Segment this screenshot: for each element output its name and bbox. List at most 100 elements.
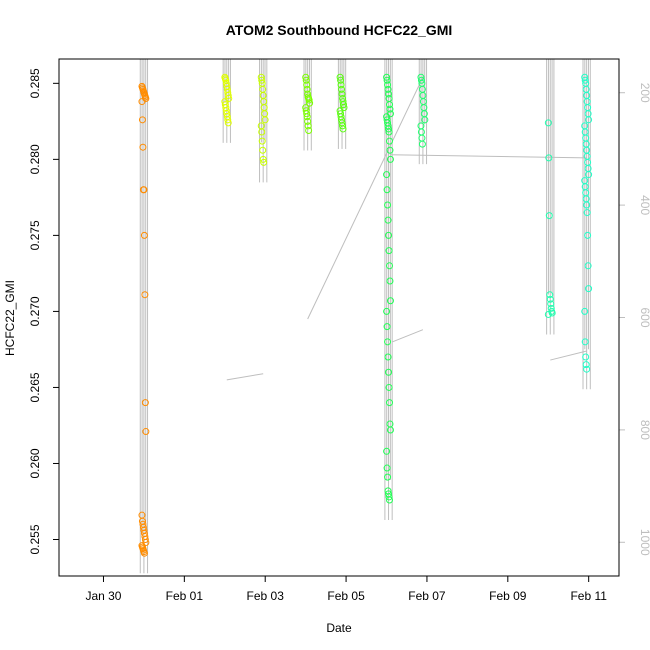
point-flight-1-14 <box>140 231 148 239</box>
x-tick-label-0: Jan 30 <box>85 589 121 603</box>
point-flight-8-2 <box>545 212 553 220</box>
point-flight-8-9 <box>544 310 552 318</box>
point-flight-9-22 <box>583 201 591 209</box>
x-axis-label: Date <box>326 621 352 635</box>
point-flight-6-4 <box>385 90 393 98</box>
point-flight-7-1 <box>417 76 425 84</box>
point-flight-4-14 <box>304 122 312 130</box>
point-flight-8-8 <box>548 309 556 317</box>
point-flight-6-36 <box>383 447 391 455</box>
point-flight-6-25 <box>386 277 394 285</box>
point-flight-6-21 <box>384 216 392 224</box>
point-flight-1-15 <box>141 291 149 299</box>
point-flight-6-16 <box>386 146 394 154</box>
point-flight-5-14 <box>339 122 347 130</box>
point-flight-6-13 <box>385 125 393 133</box>
point-flight-9-25 <box>584 262 592 270</box>
point-flight-9-8 <box>585 116 593 124</box>
point-flight-5-3 <box>338 85 346 93</box>
x-tick-label-6: Feb 11 <box>570 589 607 603</box>
x-tick-label-4: Feb 07 <box>408 589 446 603</box>
point-flight-2-7 <box>224 91 232 99</box>
y-tick-label-2: 0.265 <box>28 372 42 402</box>
point-flight-1-9 <box>138 98 146 106</box>
x-axis: Jan 30 Feb 01 Feb 03 Feb 05 Feb 07 Feb 09 Feb … <box>85 576 607 603</box>
point-flight-8-1 <box>545 154 553 162</box>
profile-link-2 <box>390 154 587 159</box>
x-tick-label-5: Feb 09 <box>489 589 527 603</box>
point-flight-6-2 <box>384 81 392 89</box>
y-tick-label-3: 0.270 <box>28 296 42 326</box>
y2-tick-label-1: 400 <box>638 195 650 215</box>
point-flight-6-29 <box>384 338 392 346</box>
point-flight-4-13 <box>304 117 312 125</box>
y-tick-label-4: 0.275 <box>28 220 42 250</box>
point-flight-6-30 <box>384 353 392 361</box>
point-flight-1-32 <box>140 549 148 557</box>
point-flight-6-32 <box>385 383 393 391</box>
point-flight-3-12 <box>259 146 267 154</box>
data-points <box>138 73 593 557</box>
point-flight-6-31 <box>385 368 393 376</box>
point-flight-4-7 <box>305 96 313 104</box>
y-tick-label-0: 0.255 <box>28 524 42 554</box>
point-flight-3-10 <box>258 128 266 136</box>
point-flight-4-11 <box>303 110 311 118</box>
point-flight-6-7 <box>386 105 394 113</box>
point-flight-1-16 <box>141 399 149 407</box>
point-flight-6-14 <box>385 128 393 136</box>
point-flight-1-17 <box>142 428 150 436</box>
point-flight-5-7 <box>339 101 347 109</box>
point-flight-6-24 <box>386 262 394 270</box>
profile-link-1 <box>307 77 424 320</box>
point-flight-9-24 <box>584 231 592 239</box>
point-flight-9-28 <box>581 338 589 346</box>
point-flight-4-3 <box>303 85 311 93</box>
y-axis-label: HCFC22_GMI <box>3 280 17 356</box>
point-flight-6-19 <box>383 186 391 194</box>
point-flight-6-3 <box>384 85 392 93</box>
point-flight-9-26 <box>585 285 593 293</box>
point-flight-9-30 <box>582 361 590 369</box>
point-flight-9-29 <box>582 353 590 361</box>
point-flight-4-8 <box>306 99 314 107</box>
point-flight-6-41 <box>385 493 393 501</box>
point-flight-6-38 <box>384 473 392 481</box>
y2-tick-label-0: 200 <box>638 83 650 103</box>
point-flight-3-13 <box>259 155 267 163</box>
point-flight-9-1 <box>581 76 589 84</box>
point-flight-5-4 <box>338 90 346 98</box>
point-flight-6-17 <box>386 155 394 163</box>
point-flight-4-1 <box>302 76 310 84</box>
point-flight-8-3 <box>546 291 554 299</box>
point-flight-9-27 <box>581 307 589 315</box>
point-flight-4-0 <box>302 73 310 81</box>
y2-tick-label-2: 600 <box>638 307 650 327</box>
point-flight-2-15 <box>224 116 232 124</box>
point-flight-6-23 <box>385 247 393 255</box>
point-flight-7-12 <box>418 140 426 148</box>
point-flight-1-13 <box>140 186 148 194</box>
x-tick-label-3: Feb 05 <box>327 589 365 603</box>
y-tick-label-5: 0.280 <box>28 144 42 174</box>
point-flight-9-17 <box>585 171 593 179</box>
point-flight-6-33 <box>386 399 394 407</box>
x-tick-label-1: Feb 01 <box>166 589 204 603</box>
point-flight-6-18 <box>383 171 391 179</box>
point-flight-6-0 <box>383 73 391 81</box>
point-flight-3-8 <box>261 116 269 124</box>
point-flight-6-42 <box>386 496 394 504</box>
x-tick-label-2: Feb 03 <box>247 589 285 603</box>
point-flight-8-4 <box>546 295 554 303</box>
point-flight-5-1 <box>337 76 345 84</box>
point-flight-6-35 <box>386 426 394 434</box>
profile-link-0 <box>226 373 264 381</box>
y2-tick-label-3: 800 <box>638 420 650 440</box>
point-flight-7-8 <box>421 116 429 124</box>
profile-link-4 <box>550 350 587 361</box>
point-flight-6-28 <box>383 323 391 331</box>
point-flight-6-37 <box>383 464 391 472</box>
point-flight-8-6 <box>547 304 555 312</box>
point-flight-6-15 <box>386 137 394 145</box>
